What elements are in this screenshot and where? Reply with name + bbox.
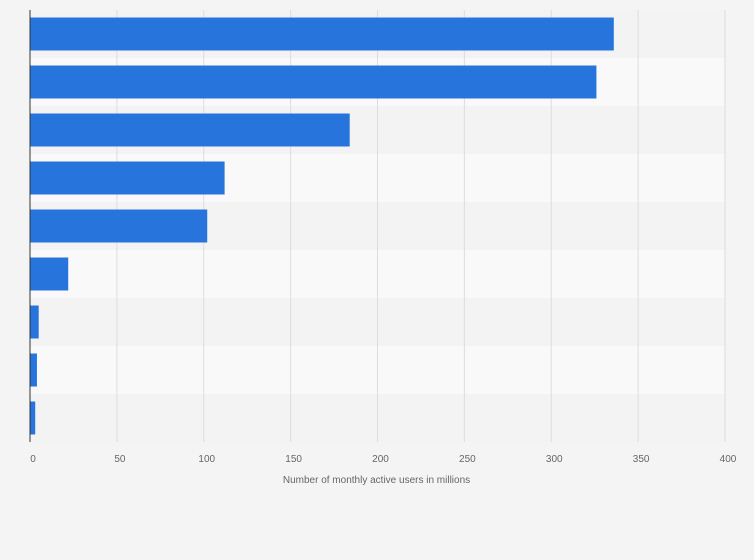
x-tick-label: 100 [198, 454, 215, 465]
bars [30, 17, 614, 435]
bar[interactable] [30, 17, 614, 51]
x-tick-label: 300 [546, 454, 563, 465]
x-tick-label: 50 [114, 454, 126, 465]
x-tick-labels: 0 50 100 150 200 250 300 350 400 [30, 454, 737, 465]
bar[interactable] [30, 65, 597, 99]
x-tick-label: 0 [30, 454, 36, 465]
x-tick-label: 150 [285, 454, 302, 465]
x-tick-label: 400 [720, 454, 737, 465]
x-tick-label: 350 [633, 454, 650, 465]
bar[interactable] [30, 305, 39, 339]
x-axis-title: Number of monthly active users in millio… [283, 475, 470, 486]
bar[interactable] [30, 353, 37, 387]
x-tick-label: 200 [372, 454, 389, 465]
x-tick-label: 250 [459, 454, 476, 465]
bar[interactable] [30, 401, 36, 435]
bar[interactable] [30, 257, 69, 291]
bar[interactable] [30, 209, 208, 243]
bar[interactable] [30, 113, 350, 147]
bar[interactable] [30, 161, 225, 195]
